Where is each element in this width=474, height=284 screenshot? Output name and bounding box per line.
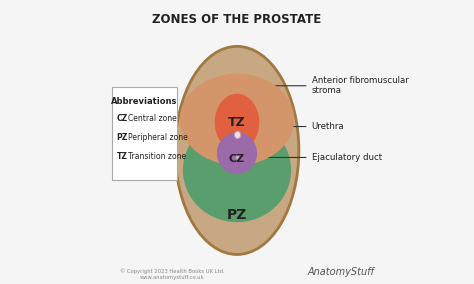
Text: PZ: PZ	[117, 133, 128, 142]
Ellipse shape	[180, 74, 294, 165]
Text: Urethra: Urethra	[311, 122, 344, 131]
Ellipse shape	[183, 85, 291, 166]
Text: Central zone: Central zone	[128, 114, 177, 123]
Ellipse shape	[236, 156, 239, 159]
Text: ZONES OF THE PROSTATE: ZONES OF THE PROSTATE	[152, 12, 322, 26]
Text: Abbreviations: Abbreviations	[111, 97, 177, 106]
Ellipse shape	[217, 132, 257, 174]
Text: AnatomyStuff: AnatomyStuff	[308, 267, 374, 277]
Text: Peripheral zone: Peripheral zone	[128, 133, 188, 142]
Text: PZ: PZ	[227, 208, 247, 222]
Ellipse shape	[183, 118, 291, 222]
Text: Anterior fibromuscular
stroma: Anterior fibromuscular stroma	[311, 76, 408, 95]
Ellipse shape	[235, 131, 241, 139]
Ellipse shape	[215, 94, 259, 151]
Ellipse shape	[175, 46, 299, 254]
Text: TZ: TZ	[117, 152, 128, 161]
Text: CZ: CZ	[117, 114, 128, 123]
Text: Ejaculatory duct: Ejaculatory duct	[311, 153, 382, 162]
Text: Transition zone: Transition zone	[128, 152, 186, 161]
FancyBboxPatch shape	[112, 87, 176, 180]
Text: © Copyright 2023 Health Books UK Ltd.
www.anatomystuff.co.uk: © Copyright 2023 Health Books UK Ltd. ww…	[120, 268, 225, 280]
Text: CZ: CZ	[229, 154, 245, 164]
Text: TZ: TZ	[228, 116, 246, 129]
